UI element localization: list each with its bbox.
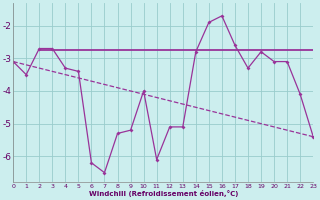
X-axis label: Windchill (Refroidissement éolien,°C): Windchill (Refroidissement éolien,°C) — [89, 190, 238, 197]
